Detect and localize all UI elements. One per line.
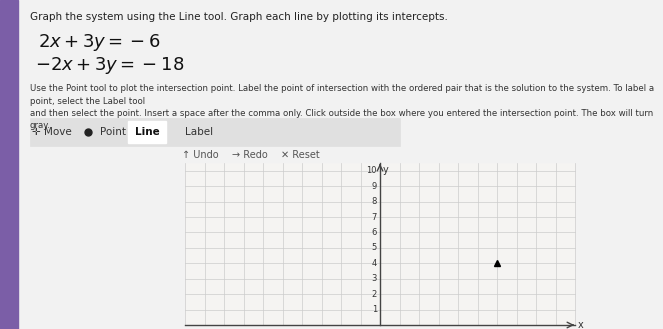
Text: ✛ Move: ✛ Move	[32, 127, 72, 137]
Text: 2: 2	[372, 290, 377, 299]
Text: 8: 8	[372, 197, 377, 206]
Text: → Redo: → Redo	[232, 150, 268, 160]
Bar	[30, 118, 400, 146]
Text: Line: Line	[135, 127, 159, 137]
Text: y: y	[383, 165, 389, 175]
Text: Point: Point	[100, 127, 126, 137]
Bar	[128, 121, 166, 143]
Text: 9: 9	[372, 182, 377, 190]
Text: $-2x + 3y = -18$: $-2x + 3y = -18$	[35, 55, 184, 76]
Bar	[185, 163, 575, 325]
Text: $2x + 3y = -6$: $2x + 3y = -6$	[38, 32, 160, 53]
Text: Use the Point tool to plot the intersection point. Label the point of intersecti: Use the Point tool to plot the intersect…	[30, 84, 654, 131]
Text: ✕ Reset: ✕ Reset	[280, 150, 320, 160]
Text: 6: 6	[372, 228, 377, 237]
Text: 7: 7	[372, 213, 377, 221]
Text: 5: 5	[372, 243, 377, 252]
Text: 10: 10	[367, 166, 377, 175]
Text: 3: 3	[372, 274, 377, 283]
Text: Label: Label	[185, 127, 213, 137]
Bar	[0, 0, 18, 329]
Text: 1: 1	[372, 305, 377, 314]
Text: Graph the system using the Line tool. Graph each line by plotting its intercepts: Graph the system using the Line tool. Gr…	[30, 12, 448, 22]
Text: x: x	[578, 320, 583, 329]
Text: ↑ Undo: ↑ Undo	[182, 150, 218, 160]
Text: 4: 4	[372, 259, 377, 268]
